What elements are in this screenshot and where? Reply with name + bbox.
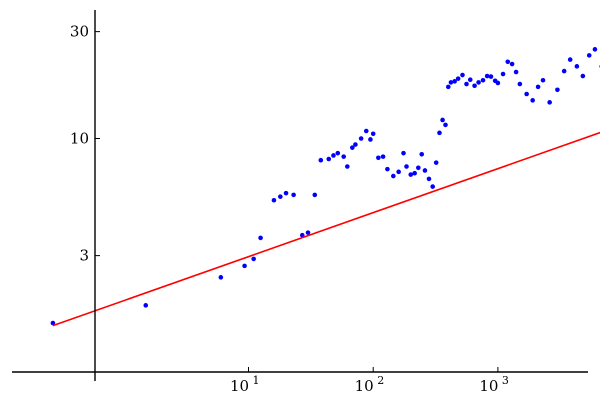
data-point [452,79,457,84]
data-point [443,122,448,128]
data-point [143,303,149,308]
data-point [561,68,567,74]
data-point [358,136,364,141]
data-point [318,157,324,163]
x-tick-exponent: 1 [253,374,260,387]
data-point [535,84,541,90]
data-point [472,83,477,89]
data-points [50,47,600,326]
data-point [547,100,552,105]
data-point [580,73,586,79]
data-point [50,320,56,326]
data-point [305,230,311,235]
data-point [509,61,515,67]
data-point [326,156,332,162]
data-point [437,130,442,136]
data-point [271,197,277,203]
data-point [574,64,580,69]
fit-line [52,131,600,327]
data-point [401,150,406,156]
x-tick-exponent: 2 [377,374,384,387]
tick-labels: 10110210310410510631030 [70,23,509,395]
data-point [278,194,283,199]
data-point [416,165,421,171]
data-point [391,173,396,179]
data-point [218,275,224,280]
fit-line-layer [52,131,600,327]
data-point [345,164,350,169]
data-point [422,168,428,173]
x-tick-label: 10 [479,377,498,395]
data-point [464,81,469,87]
data-point [495,80,501,86]
data-point [376,155,381,161]
data-point [540,77,546,83]
data-point [467,77,473,83]
data-point [251,256,256,262]
data-point [480,77,486,83]
data-point [331,153,336,158]
data-point [488,74,494,79]
data-point [505,59,511,65]
axes [12,10,588,381]
data-point [353,142,358,147]
data-point [368,137,373,142]
data-point [283,190,289,196]
data-point [530,98,535,103]
data-point [242,263,247,269]
data-point [299,232,305,238]
x-tick-label: 10 [230,377,249,395]
data-point [513,69,519,75]
data-point [555,87,560,93]
y-tick-label: 30 [70,23,89,41]
data-point [291,192,296,198]
x-tick-exponent: 3 [502,374,509,387]
data-point [385,166,390,172]
data-point [484,73,490,79]
data-point [524,91,529,97]
data-point [455,76,461,81]
data-point [419,152,425,157]
data-point [567,57,573,62]
data-point [380,154,386,159]
data-point [460,72,465,78]
data-point [350,145,355,150]
data-point [396,169,401,175]
data-point [370,131,376,137]
data-point [433,160,439,165]
y-tick-label: 3 [79,247,89,265]
data-point [517,81,523,87]
data-point [312,192,318,198]
data-point [586,53,592,58]
x-tick-label: 10 [355,377,374,395]
y-tick-label: 10 [70,130,89,148]
data-point [476,80,481,85]
data-point [430,184,436,189]
data-point [258,235,263,241]
data-point [500,71,506,77]
data-point [408,172,414,177]
data-point [404,164,409,169]
data-point [448,80,454,85]
data-point [445,84,451,90]
data-point [335,150,341,156]
data-point [592,47,598,52]
data-point [363,128,369,134]
data-point [341,154,347,159]
data-point [412,170,417,176]
data-point [440,117,445,123]
data-point [426,176,432,182]
